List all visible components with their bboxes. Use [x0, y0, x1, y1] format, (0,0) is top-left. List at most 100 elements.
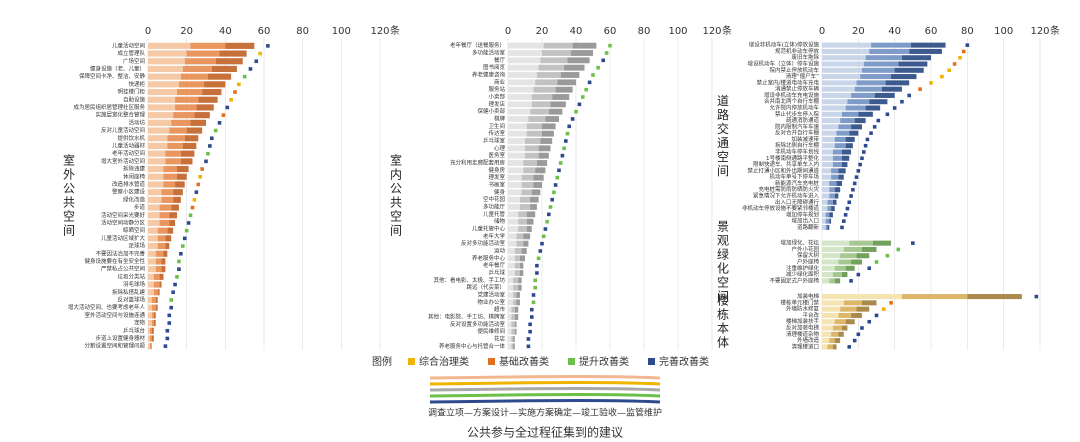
bar-segment	[858, 111, 873, 117]
dot	[531, 300, 536, 305]
bar-segment	[508, 306, 512, 313]
bar-segment	[508, 57, 541, 64]
dot	[860, 326, 864, 330]
bar-segment	[148, 250, 156, 257]
bar-segment	[831, 168, 839, 174]
row-label: 增加出入口	[791, 217, 819, 225]
row-label: 反对设置多功能活动室	[450, 320, 506, 328]
x-tick-label: 20	[536, 26, 549, 37]
x-tick-label: 80	[961, 26, 974, 37]
dot	[535, 271, 539, 275]
bar-segment	[184, 58, 216, 65]
bar-segment	[508, 94, 532, 100]
row-label: 养老健康咨询	[472, 71, 506, 79]
x-tick-label: 40	[219, 26, 232, 37]
bar-segment	[838, 174, 844, 180]
bar-segment	[538, 152, 549, 159]
bar-segment	[838, 168, 846, 174]
bar-segment	[508, 248, 515, 254]
bar-segment	[514, 270, 520, 276]
dot	[584, 87, 588, 92]
bar-segment	[190, 42, 226, 49]
row-label: 健身房	[488, 166, 505, 174]
bar-segment	[834, 265, 846, 271]
dot	[952, 62, 957, 66]
bar-segment	[838, 312, 852, 318]
row-label: 增加停车规划	[786, 210, 819, 218]
row-label: 紧急情况下允许机动车进入	[753, 192, 820, 200]
bar-segment	[161, 189, 174, 196]
bar-segment	[508, 196, 520, 203]
bar-segment	[180, 150, 195, 157]
axis-unit: 条	[390, 24, 400, 37]
bar-segment	[508, 130, 527, 137]
dot	[173, 282, 177, 287]
bar-segment	[151, 319, 154, 327]
bar-segment	[508, 321, 512, 328]
dot	[840, 225, 844, 230]
legend-swatch	[408, 358, 415, 365]
bar-segment	[175, 96, 199, 103]
bar-segment	[829, 180, 837, 186]
bar-segment	[165, 235, 172, 242]
x-tick-label: 40	[570, 26, 583, 37]
bar-segment	[822, 187, 830, 193]
bar-segment	[856, 306, 870, 312]
bar-segment	[225, 42, 255, 49]
bar-segment	[834, 187, 841, 193]
bar-segment	[834, 338, 841, 344]
row-label: 老年大学	[483, 232, 506, 240]
x-tick-label: 120	[1030, 26, 1049, 37]
bar-segment	[148, 289, 154, 296]
bar-segment	[508, 167, 524, 174]
bar-segment	[508, 314, 512, 320]
dot	[591, 73, 595, 77]
bar-segment	[165, 158, 181, 165]
row-label: 卫生间	[488, 122, 505, 130]
bar-segment	[822, 331, 832, 337]
bar-segment	[822, 312, 839, 318]
bar-segment	[869, 99, 888, 105]
dot	[248, 67, 253, 71]
bar-segment	[822, 253, 841, 259]
bar-segment	[513, 277, 519, 284]
bar-segment	[570, 50, 593, 56]
row-label: 健身	[494, 188, 506, 196]
dot	[190, 205, 195, 210]
row-label: 增加绿化、花坛	[780, 239, 819, 247]
bar-segment	[159, 273, 164, 280]
bar-segment	[834, 278, 841, 284]
row-label: 老年餐厅	[483, 261, 506, 269]
bar-segment	[519, 270, 524, 276]
row-label: 保障空间卡净、整洁、安静	[79, 72, 146, 80]
row-label: 活动空间采光要好	[101, 211, 146, 219]
dot	[947, 68, 951, 73]
bar-segment	[508, 277, 514, 284]
group-label: 景观绿化空间	[716, 220, 730, 304]
bar-segment	[148, 150, 166, 157]
row-label: 道路翻新	[797, 223, 820, 231]
row-label: 疏通消防通道	[786, 116, 820, 124]
dot	[858, 162, 862, 167]
bar-segment	[822, 325, 833, 331]
bar-segment	[508, 50, 542, 56]
bar-segment	[163, 173, 177, 180]
bar-segment	[822, 300, 844, 306]
bar-segment	[881, 86, 902, 92]
row-label: 拆除北侧自行车棚	[775, 141, 820, 149]
bar-segment	[871, 42, 912, 48]
bar-segment	[822, 206, 828, 212]
bar-segment	[516, 292, 520, 298]
bar-segment	[148, 173, 164, 180]
row-label: 物业办公室	[477, 298, 505, 306]
bar-segment	[153, 273, 160, 280]
row-label: 平台改	[802, 311, 819, 319]
dot	[169, 305, 173, 310]
dot	[958, 55, 962, 60]
dot	[577, 102, 582, 107]
row-label: 反对儿童活动空间	[101, 126, 145, 134]
bar-segment	[508, 299, 514, 306]
bar-segment	[514, 306, 519, 313]
bar-segment	[148, 227, 158, 234]
bar-segment	[508, 182, 522, 188]
